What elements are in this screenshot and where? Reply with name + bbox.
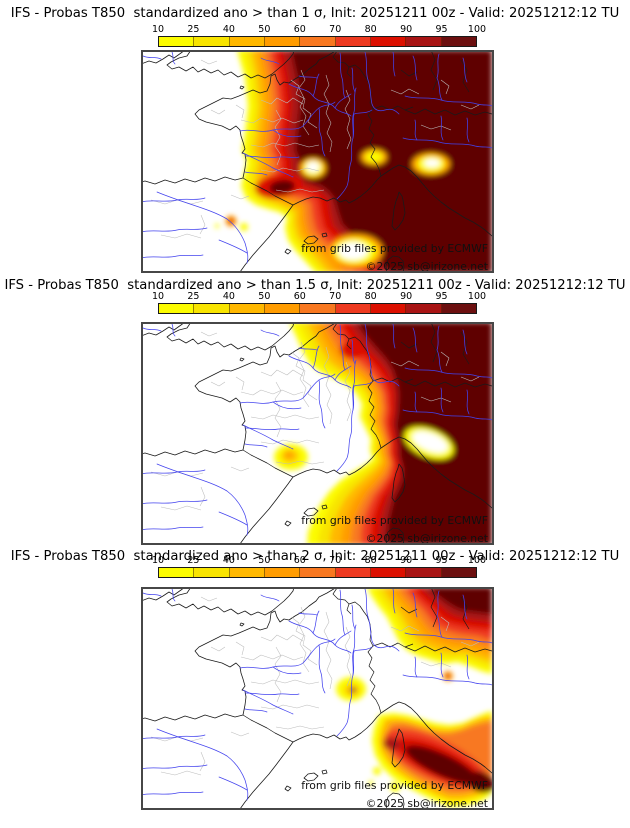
colorbar-tick-label: 50 [258, 291, 271, 302]
colorbar-tick-label: 90 [400, 555, 413, 566]
colorbar-tick-label: 60 [293, 291, 306, 302]
colorbar-segment [335, 568, 371, 577]
colorbar-tick-row: 10 25 40 50 60 70 80 90 95 100 [152, 555, 486, 567]
colorbar-tick-label: 95 [435, 555, 448, 566]
colorbar-segment [229, 37, 265, 46]
colorbar-tick-label: 25 [187, 555, 200, 566]
colorbar-segment [194, 37, 230, 46]
colorbar-tick-label: 50 [258, 555, 271, 566]
panel-title: IFS - Probas T850 standardized ano > tha… [4, 278, 626, 293]
colorbar-tick-row: 10 25 40 50 60 70 80 90 95 100 [152, 291, 486, 303]
watermark-copyright: ©2025 sb@irizone.net [366, 532, 488, 545]
colorbar-tick-label: 70 [329, 555, 342, 566]
colorbar-tick-label: 10 [151, 24, 165, 35]
colorbar-segment [300, 37, 336, 46]
colorbar-tick-label: 60 [293, 24, 306, 35]
colorbar-tick-label: 70 [329, 24, 342, 35]
colorbar-segment [264, 568, 301, 577]
probability-field [214, 50, 492, 273]
colorbar-tick-label: 10 [151, 291, 165, 302]
colorbar-segment [370, 304, 407, 313]
watermark-copyright: ©2025 sb@irizone.net [366, 260, 488, 273]
colorbar-tick-label: 60 [293, 555, 306, 566]
colorbar-segment [370, 568, 407, 577]
panel-title: IFS - Probas T850 standardized ano > tha… [10, 6, 620, 21]
colorbar-tick-label: 90 [400, 291, 413, 302]
colorbar-segment [406, 37, 442, 46]
colorbar-tick-label: 80 [364, 24, 377, 35]
colorbar-segment [264, 37, 301, 46]
colorbar-tick-label: 100 [467, 555, 487, 566]
colorbar-tick-label: 95 [435, 24, 448, 35]
colorbar-tick-label: 100 [467, 291, 487, 302]
colorbar-tick-label: 100 [467, 24, 487, 35]
colorbar [158, 36, 477, 47]
colorbar-segment [441, 37, 476, 46]
probability-field [274, 322, 492, 545]
colorbar [158, 303, 477, 314]
watermark-ecmwf: from grib files provided by ECMWF [301, 242, 488, 255]
colorbar-segment [264, 304, 301, 313]
colorbar-tick-row: 10 25 40 50 60 70 80 90 95 100 [152, 24, 486, 36]
colorbar-segment [229, 304, 265, 313]
panel-title: IFS - Probas T850 standardized ano > tha… [10, 549, 620, 564]
map-2-sigma: from grib files provided by ECMWF ©2025 … [141, 587, 494, 810]
colorbar-segment [194, 568, 230, 577]
colorbar-tick-label: 40 [222, 555, 235, 566]
colorbar-segment [194, 304, 230, 313]
map-frame [141, 322, 494, 545]
colorbar-segment [406, 568, 442, 577]
colorbar-tick-label: 50 [258, 24, 271, 35]
colorbar-segment [335, 37, 371, 46]
colorbar [158, 567, 477, 578]
colorbar-tick-label: 10 [151, 555, 165, 566]
colorbar-tick-label: 40 [222, 24, 235, 35]
colorbar-segment [335, 304, 371, 313]
colorbar-segment [300, 304, 336, 313]
colorbar-tick-label: 80 [364, 555, 377, 566]
colorbar-segment [159, 37, 195, 46]
watermark-copyright: ©2025 sb@irizone.net [366, 797, 488, 810]
watermark-ecmwf: from grib files provided by ECMWF [301, 779, 488, 792]
colorbar-segment [441, 568, 476, 577]
map-1-sigma: from grib files provided by ECMWF ©2025 … [141, 50, 494, 273]
map-frame [141, 50, 494, 273]
watermark-ecmwf: from grib files provided by ECMWF [301, 514, 488, 527]
colorbar-segment [370, 37, 407, 46]
map-frame [141, 587, 494, 810]
map-1_5-sigma: from grib files provided by ECMWF ©2025 … [141, 322, 494, 545]
colorbar-tick-label: 70 [329, 291, 342, 302]
colorbar-segment [159, 568, 195, 577]
colorbar-segment [229, 568, 265, 577]
colorbar-tick-label: 25 [187, 24, 200, 35]
colorbar-tick-label: 25 [187, 291, 200, 302]
colorbar-tick-label: 90 [400, 24, 413, 35]
colorbar-segment [159, 304, 195, 313]
colorbar-segment [300, 568, 336, 577]
colorbar-segment [441, 304, 476, 313]
colorbar-tick-label: 95 [435, 291, 448, 302]
colorbar-tick-label: 40 [222, 291, 235, 302]
colorbar-segment [406, 304, 442, 313]
colorbar-tick-label: 80 [364, 291, 377, 302]
